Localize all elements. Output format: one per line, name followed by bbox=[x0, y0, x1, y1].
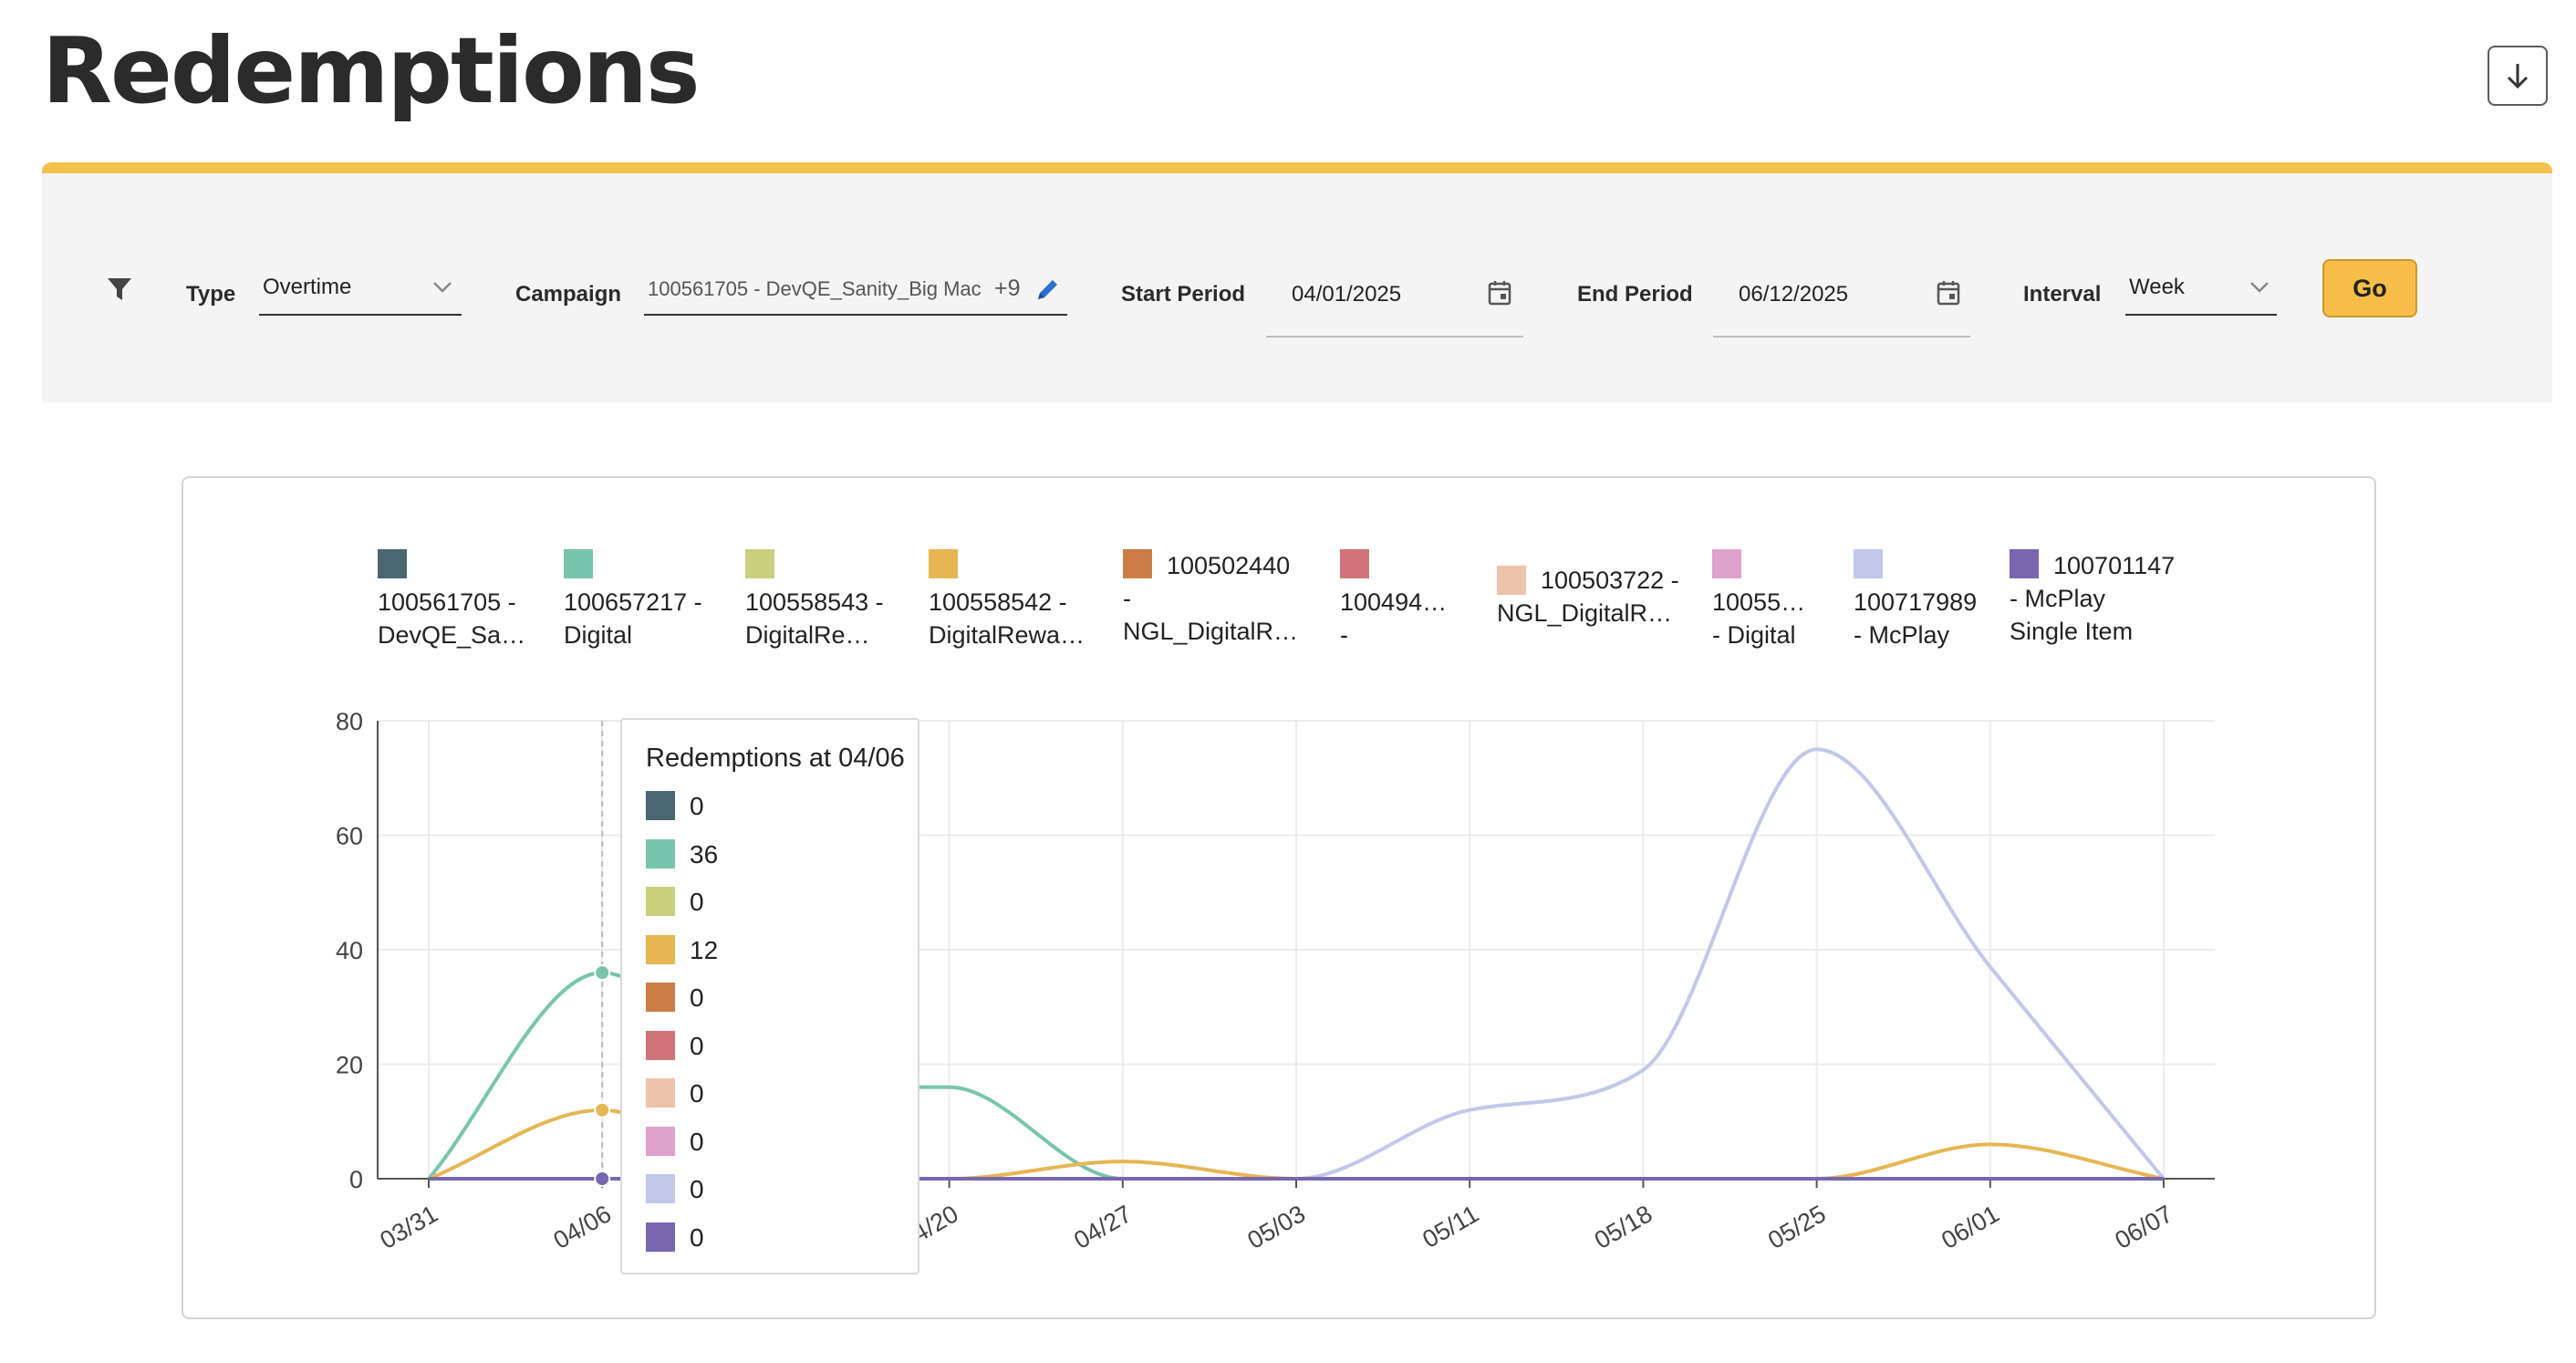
start-period-label: Start Period bbox=[1121, 282, 1246, 307]
tooltip-value: 0 bbox=[690, 1031, 704, 1060]
tooltip-value: 0 bbox=[690, 1127, 704, 1156]
tooltip-swatch bbox=[646, 838, 675, 869]
legend-swatch bbox=[1712, 549, 1741, 578]
calendar-icon[interactable] bbox=[1487, 279, 1512, 307]
interval-select[interactable]: Week bbox=[2125, 270, 2277, 316]
y-tick-label: 0 bbox=[349, 1166, 363, 1193]
chevron-down-icon bbox=[433, 282, 452, 293]
tooltip-swatch bbox=[646, 934, 675, 964]
tooltip-value: 12 bbox=[690, 935, 719, 964]
chevron-down-icon bbox=[2250, 282, 2269, 293]
filter-bar: Type Overtime Campaign 100561705 - DevQE… bbox=[42, 162, 2552, 402]
line-chart: 02040608003/3104/0604/1304/2004/2705/030… bbox=[336, 708, 2215, 1254]
legend-swatch bbox=[1340, 549, 1369, 578]
go-button[interactable]: Go bbox=[2322, 259, 2417, 317]
tooltip-swatch bbox=[646, 791, 675, 820]
legend-label: 100657217 - Digital bbox=[564, 588, 702, 649]
chart-card: 100561705 - DevQE_Sa… 100657217 - Digital… bbox=[182, 476, 2376, 1319]
legend-swatch bbox=[564, 549, 593, 578]
legend-label: 100561705 - DevQE_Sa… bbox=[378, 588, 526, 649]
tooltip-value: 0 bbox=[690, 888, 704, 916]
tooltip-value: 0 bbox=[690, 983, 704, 1012]
x-tick-label: 05/25 bbox=[1763, 1200, 1831, 1254]
tooltip-swatch bbox=[646, 1078, 675, 1108]
tooltip-value: 0 bbox=[690, 1223, 704, 1252]
hover-point-marker bbox=[594, 1171, 611, 1187]
legend-swatch bbox=[929, 549, 958, 578]
y-tick-label: 60 bbox=[336, 823, 363, 850]
calendar-icon[interactable] bbox=[1936, 279, 1961, 307]
type-label: Type bbox=[186, 282, 236, 307]
tooltip-swatch bbox=[646, 983, 675, 1012]
legend-label: 100558542 - DigitalRewa… bbox=[929, 588, 1085, 649]
type-value: Overtime bbox=[263, 275, 352, 299]
campaign-select[interactable]: 100561705 - DevQE_Sanity_Big Mac +9 bbox=[644, 270, 1067, 316]
x-tick-label: 03/31 bbox=[375, 1200, 442, 1254]
hover-point-marker bbox=[594, 964, 611, 982]
y-tick-label: 40 bbox=[336, 937, 363, 964]
start-period-input[interactable]: 04/01/2025 bbox=[1266, 257, 1523, 338]
tooltip-swatch bbox=[646, 1126, 675, 1156]
interval-label: Interval bbox=[2023, 282, 2102, 307]
download-arrow-icon bbox=[2507, 64, 2529, 89]
tooltip-swatch bbox=[646, 1222, 675, 1252]
legend-label: 100502440 bbox=[1167, 552, 1291, 579]
legend-swatch bbox=[378, 549, 407, 578]
legend-label: 10055… - Digital bbox=[1712, 588, 1806, 649]
filter-funnel-icon[interactable] bbox=[106, 276, 133, 303]
legend-label: 100558543 - DigitalRe… bbox=[745, 588, 884, 649]
y-tick-label: 20 bbox=[336, 1052, 363, 1079]
x-tick-label: 06/07 bbox=[2110, 1200, 2177, 1254]
hover-point-marker bbox=[594, 1101, 611, 1118]
tooltip-swatch bbox=[646, 887, 675, 916]
start-period-value: 04/01/2025 bbox=[1292, 282, 1402, 307]
x-tick-label: 05/11 bbox=[1418, 1200, 1483, 1254]
tooltip-value: 0 bbox=[690, 1079, 704, 1108]
tooltip-title: Redemptions at 04/06 bbox=[646, 744, 905, 773]
legend-label: NGL_DigitalR… bbox=[1497, 599, 1673, 627]
legend-label: 100717989 - McPlay bbox=[1854, 588, 1978, 649]
x-tick-label: 04/27 bbox=[1069, 1200, 1137, 1254]
x-tick-label: 05/18 bbox=[1590, 1200, 1657, 1254]
tooltip-value: 0 bbox=[690, 792, 704, 820]
tooltip-swatch bbox=[646, 1030, 675, 1060]
chart-tooltip: Redemptions at 04/06 0 36 0 12 0 0 0 0 0 0 bbox=[620, 718, 919, 1275]
legend-label: - McPlay Single Item bbox=[2010, 585, 2134, 645]
legend-label: - NGL_DigitalR… bbox=[1123, 585, 1299, 645]
campaign-label: Campaign bbox=[515, 282, 622, 307]
edit-pencil-icon[interactable] bbox=[1034, 276, 1062, 303]
y-tick-label: 80 bbox=[336, 708, 363, 735]
campaign-more-count: +9 bbox=[994, 276, 1021, 301]
interval-value: Week bbox=[2129, 275, 2185, 299]
legend-swatch bbox=[1123, 549, 1152, 578]
legend-label: 100503722 - bbox=[1541, 567, 1679, 594]
legend-label: 100494… - bbox=[1340, 588, 1448, 649]
x-tick-label: 06/01 bbox=[1937, 1200, 2004, 1254]
end-period-value: 06/12/2025 bbox=[1739, 282, 1849, 307]
end-period-input[interactable]: 06/12/2025 bbox=[1713, 257, 1970, 338]
page-title: Redemptions bbox=[42, 17, 701, 124]
tooltip-value: 36 bbox=[690, 839, 719, 869]
x-tick-label: 05/03 bbox=[1242, 1200, 1310, 1254]
legend-label: 100701147 bbox=[2053, 552, 2176, 579]
x-tick-label: 04/06 bbox=[549, 1200, 617, 1254]
legend-swatch bbox=[2010, 549, 2039, 578]
legend-swatch bbox=[1497, 566, 1526, 595]
tooltip-swatch bbox=[646, 1174, 675, 1203]
download-button[interactable] bbox=[2488, 46, 2548, 106]
type-select[interactable]: Overtime bbox=[259, 270, 462, 316]
end-period-label: End Period bbox=[1577, 282, 1693, 307]
campaign-value: 100561705 - DevQE_Sanity_Big Mac bbox=[648, 277, 982, 300]
legend-swatch bbox=[745, 549, 774, 578]
legend-swatch bbox=[1854, 549, 1883, 578]
tooltip-value: 0 bbox=[690, 1175, 704, 1203]
